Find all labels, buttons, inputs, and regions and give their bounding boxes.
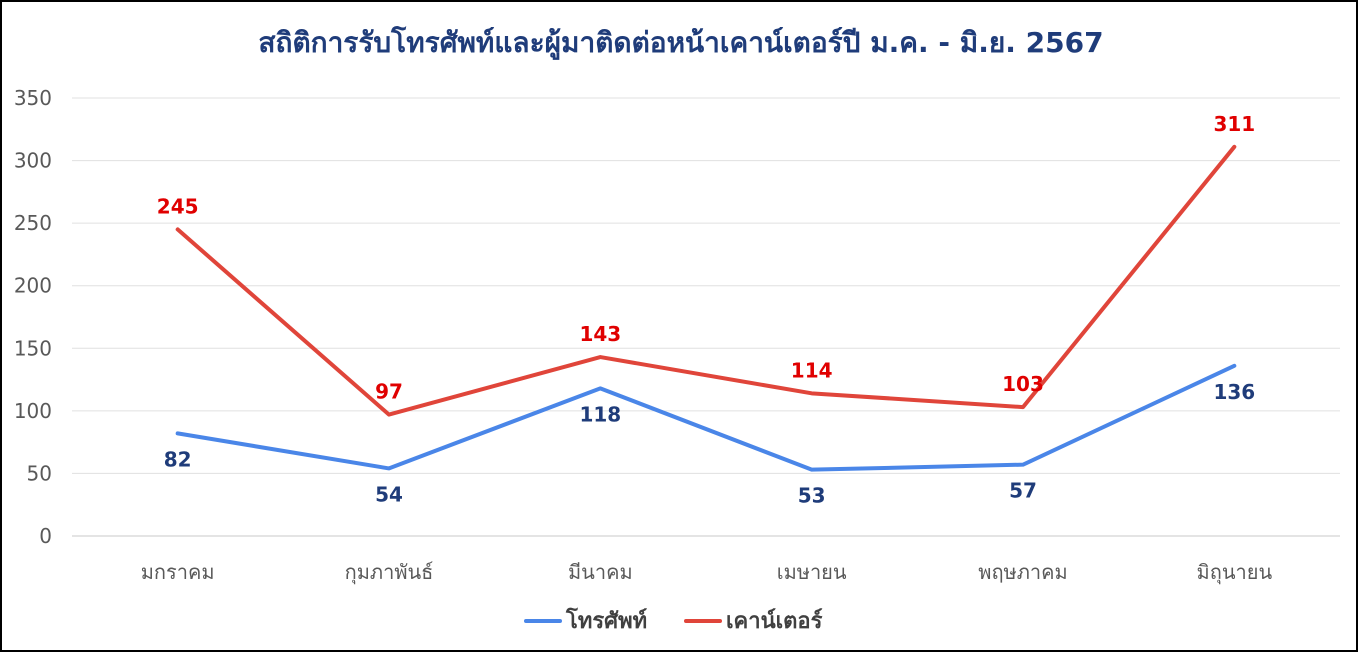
series-line-0 [175,363,1237,472]
data-label: 245 [157,194,199,218]
y-tick-label: 250 [14,211,52,235]
data-label: 143 [579,322,621,346]
y-tick-label: 50 [27,461,52,485]
data-label: 103 [1002,372,1044,396]
legend-label: โทรศัพท์ [565,607,647,634]
x-category-label: มกราคม [141,560,215,584]
data-labels: 82 54 118 53 57 136 245 97 143 114 103 311 [157,112,1255,508]
x-category-label: เมษายน [777,560,847,584]
y-tick-label: 350 [14,86,52,110]
y-tick-label: 300 [14,149,52,173]
data-label: 136 [1213,380,1255,404]
data-label: 118 [579,402,621,426]
y-tick-label: 0 [39,524,52,548]
y-tick-label: 100 [14,399,52,423]
data-label: 54 [375,482,403,506]
legend: โทรศัพท์ เคาน์เตอร์ [524,607,823,634]
data-label: 311 [1213,112,1255,136]
series-lines [175,144,1237,472]
x-category-label: กุมภาพันธ์ [345,560,434,585]
data-label: 114 [791,358,833,382]
chart-title: สถิติการรับโทรศัพท์และผู้มาติดต่อหน้าเคา… [258,25,1103,60]
data-label: 57 [1009,479,1037,503]
data-label: 97 [375,380,403,404]
gridlines [72,97,1340,537]
x-axis-categories: มกราคม กุมภาพันธ์ มีนาคม เมษายน พฤษภาคม มิถุน… [141,560,1273,585]
x-category-label: พฤษภาคม [978,560,1067,584]
x-category-label: มีนาคม [568,560,633,584]
x-category-label: มิถุนายน [1197,560,1273,585]
y-tick-label: 150 [14,336,52,360]
data-label: 82 [164,447,192,471]
y-tick-label: 200 [14,274,52,298]
legend-label: เคาน์เตอร์ [726,608,823,634]
series-line-1 [175,144,1237,417]
y-axis-ticks: 0 50 100 150 200 250 300 350 [14,86,52,548]
data-label: 53 [798,484,826,508]
